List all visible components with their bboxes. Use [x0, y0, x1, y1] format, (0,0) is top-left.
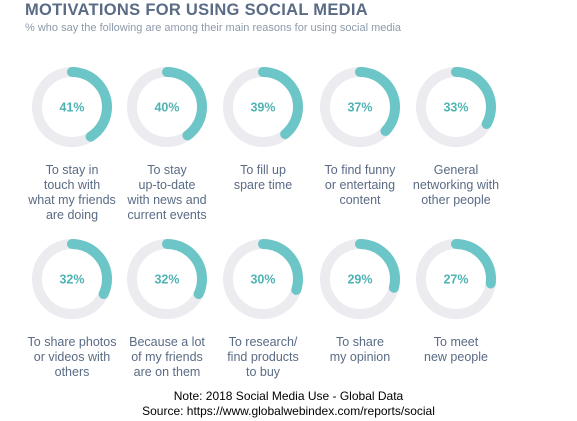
chart-subtitle: % who say the following are among their …: [25, 22, 402, 34]
footer-note: Note: 2018 Social Media Use - Global Dat…: [173, 389, 404, 403]
donut-arc: [32, 239, 112, 319]
donut-arc: [416, 67, 496, 147]
donut-chart: 27%: [416, 239, 496, 319]
donut-value-label: 41%: [59, 101, 84, 115]
donut-value-label: 30%: [250, 273, 275, 287]
donut-category-label: To meet new people: [424, 335, 488, 364]
donut-category-label: To fill up spare time: [233, 163, 293, 192]
donut-chart: 39%: [223, 67, 303, 147]
donut-chart: 29%: [320, 239, 400, 319]
donut-category-label: General networking with other people: [412, 163, 500, 207]
donut-item: 39% To fill up spare time: [208, 65, 318, 193]
donut-category-label: To research/ find products to buy: [227, 335, 299, 379]
donut-item: 32% Because a lot of my friends are on th…: [112, 237, 222, 380]
donut-arc: [32, 67, 112, 147]
donut-value-label: 32%: [154, 273, 179, 287]
donut-category-label: Because a lot of my friends are on them: [129, 335, 205, 379]
donut-category-label: To share photos or videos with others: [27, 335, 117, 379]
donut-chart: 32%: [32, 239, 112, 319]
donut-arc: [416, 239, 496, 319]
donut-chart: 41%: [32, 67, 112, 147]
donut-chart: 33%: [416, 67, 496, 147]
donut-arc: [127, 239, 207, 319]
donut-arc: [223, 239, 303, 319]
donut-item: 27% To meet new people: [401, 237, 511, 365]
donut-chart: 32%: [127, 239, 207, 319]
donut-chart: 30%: [223, 239, 303, 319]
donut-chart: 37%: [320, 67, 400, 147]
footer-source: Source: https://www.globalwebindex.com/r…: [142, 404, 435, 418]
donut-value-label: 27%: [443, 273, 468, 287]
donut-category-label: To stay up-to-date with news and current…: [127, 163, 207, 222]
donut-item: 33% General networking with other people: [401, 65, 511, 208]
donut-arc: [320, 67, 400, 147]
donut-category-label: To share my opinion: [329, 335, 391, 364]
donut-item: 32% To share photos or videos with others: [17, 237, 127, 380]
donut-value-label: 29%: [347, 273, 372, 287]
donut-item: 37% To find funny or entertaing content: [305, 65, 415, 208]
donut-item: 40% To stay up-to-date with news and curr…: [112, 65, 222, 223]
donut-arc: [223, 67, 303, 147]
chart-title: MOTIVATIONS FOR USING SOCIAL MEDIA: [25, 1, 368, 19]
donut-value-label: 37%: [347, 101, 372, 115]
donut-value-label: 32%: [59, 273, 84, 287]
donut-chart: 40%: [127, 67, 207, 147]
donut-category-label: To stay in touch with what my friends ar…: [28, 163, 116, 222]
donut-value-label: 33%: [443, 101, 468, 115]
donut-item: 41% To stay in touch with what my friends…: [17, 65, 127, 223]
donut-item: 29% To share my opinion: [305, 237, 415, 365]
donut-item: 30% To research/ find products to buy: [208, 237, 318, 380]
donut-value-label: 40%: [154, 101, 179, 115]
donut-arc: [320, 239, 400, 319]
donut-arc: [127, 67, 207, 147]
donut-value-label: 39%: [250, 101, 275, 115]
donut-category-label: To find funny or entertaing content: [324, 163, 396, 207]
